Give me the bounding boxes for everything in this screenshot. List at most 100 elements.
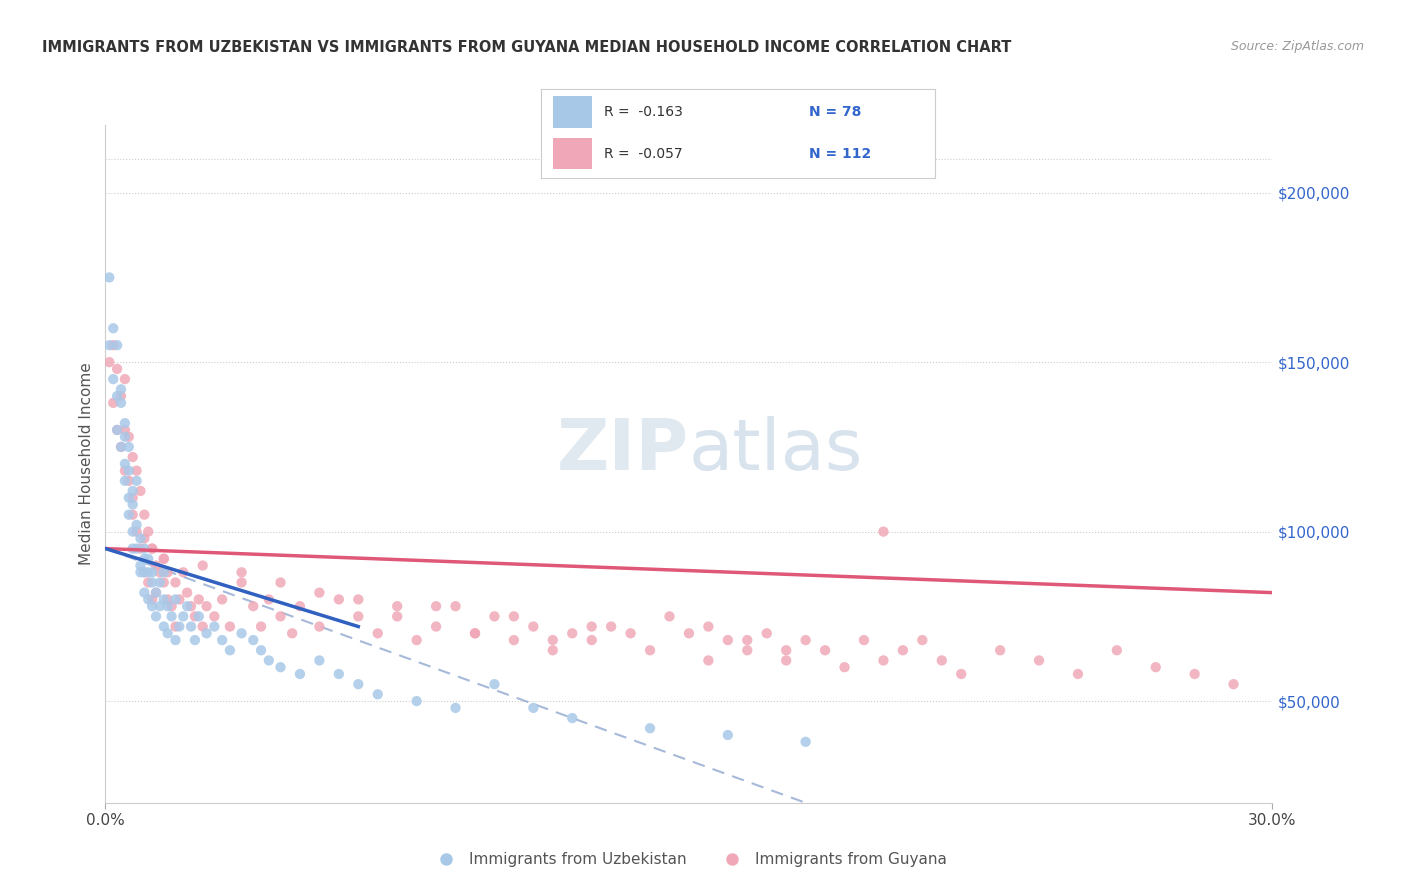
Point: [160, 599, 183, 614]
Point: [281, 626, 304, 640]
Point: [114, 416, 136, 430]
Point: [619, 626, 641, 640]
Point: [105, 423, 128, 437]
Point: [103, 396, 125, 410]
Point: [114, 372, 136, 386]
Point: [149, 566, 172, 580]
Point: [219, 643, 242, 657]
Point: [502, 609, 524, 624]
Point: [737, 633, 759, 648]
Point: [114, 430, 136, 444]
Point: [288, 667, 311, 681]
Point: [134, 541, 156, 556]
Point: [697, 653, 720, 667]
Point: [134, 532, 156, 546]
Point: [98, 270, 121, 285]
Point: [169, 592, 191, 607]
Point: [103, 338, 125, 352]
Point: [202, 609, 225, 624]
Point: [125, 541, 148, 556]
Point: [852, 633, 875, 648]
Point: [125, 517, 148, 532]
Point: [219, 619, 242, 633]
Point: [141, 541, 163, 556]
Point: [541, 643, 564, 657]
Point: [347, 592, 370, 607]
Point: [145, 585, 167, 599]
Point: [153, 551, 174, 566]
Point: [180, 619, 202, 633]
Point: [125, 464, 148, 478]
Point: [118, 464, 141, 478]
Point: [257, 592, 280, 607]
Point: [202, 619, 225, 633]
Point: [581, 633, 603, 648]
Point: [328, 592, 350, 607]
Point: [121, 483, 143, 498]
Point: [118, 430, 141, 444]
Point: [114, 423, 136, 437]
Point: [464, 626, 486, 640]
Point: [385, 599, 408, 614]
Point: [129, 566, 152, 580]
Point: [257, 653, 280, 667]
Point: [425, 599, 447, 614]
Point: [814, 643, 837, 657]
Point: [149, 575, 172, 590]
Y-axis label: Median Household Income: Median Household Income: [79, 362, 94, 566]
Point: [118, 491, 141, 505]
Point: [638, 643, 661, 657]
Point: [165, 633, 187, 648]
Point: [153, 551, 174, 566]
Point: [156, 626, 179, 640]
Text: N = 78: N = 78: [808, 105, 862, 119]
Point: [231, 575, 253, 590]
Point: [522, 619, 544, 633]
Point: [444, 701, 467, 715]
Point: [153, 592, 174, 607]
Point: [121, 491, 143, 505]
Point: [872, 524, 894, 539]
Point: [110, 440, 132, 454]
Point: [211, 633, 233, 648]
Point: [775, 643, 797, 657]
Point: [141, 592, 163, 607]
Point: [250, 619, 273, 633]
Point: [242, 633, 264, 648]
Point: [308, 619, 330, 633]
Point: [794, 633, 817, 648]
Point: [149, 599, 172, 614]
Point: [129, 483, 152, 498]
Point: [172, 566, 194, 580]
Point: [121, 450, 143, 464]
Point: [561, 626, 583, 640]
Point: [347, 677, 370, 691]
Text: R =  -0.057: R = -0.057: [605, 147, 683, 161]
Point: [775, 653, 797, 667]
Point: [385, 609, 408, 624]
Point: [136, 592, 159, 607]
Point: [145, 558, 167, 573]
Point: [269, 660, 292, 674]
Point: [121, 524, 143, 539]
Point: [541, 633, 564, 648]
Point: [129, 541, 152, 556]
Point: [121, 498, 143, 512]
Point: [105, 338, 128, 352]
Point: [141, 575, 163, 590]
Legend: Immigrants from Uzbekistan, Immigrants from Guyana: Immigrants from Uzbekistan, Immigrants f…: [425, 846, 953, 873]
Point: [834, 660, 856, 674]
Text: R =  -0.163: R = -0.163: [605, 105, 683, 119]
Point: [891, 643, 914, 657]
Point: [153, 566, 174, 580]
Point: [328, 667, 350, 681]
Point: [950, 667, 973, 681]
Point: [134, 566, 156, 580]
Point: [184, 633, 207, 648]
Point: [308, 585, 330, 599]
Point: [1184, 667, 1206, 681]
Point: [269, 575, 292, 590]
Point: [1028, 653, 1050, 667]
Point: [638, 721, 661, 735]
Point: [153, 575, 174, 590]
